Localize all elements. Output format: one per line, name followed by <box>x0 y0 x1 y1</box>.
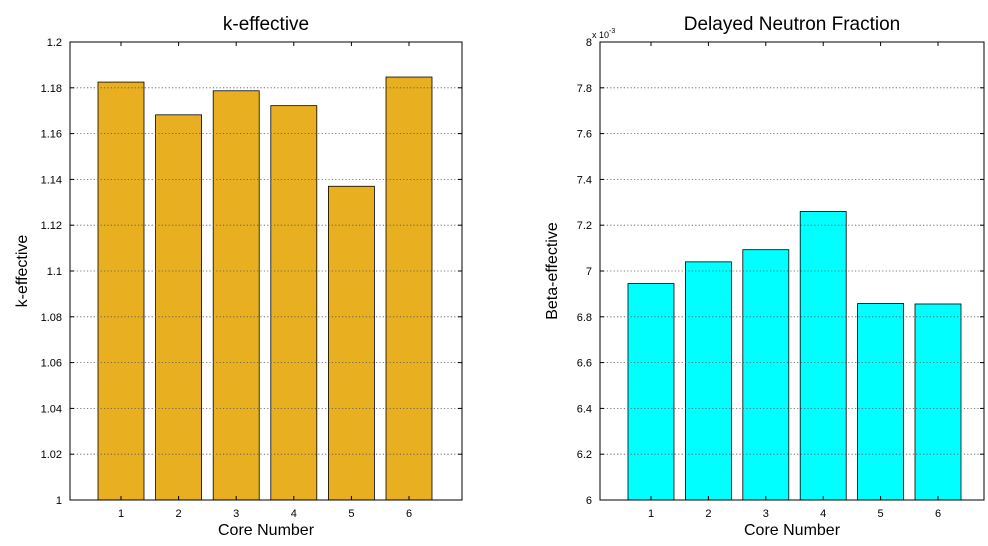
y-tick-label: 6.2 <box>577 449 592 461</box>
bar-core-5 <box>857 303 904 501</box>
x-tick-label: 4 <box>820 508 826 520</box>
y-tick-label: 1 <box>56 495 62 507</box>
y-tick-label: 6.8 <box>577 312 592 324</box>
bar-core-4 <box>270 105 318 501</box>
y-tick-label: 7.6 <box>577 129 592 141</box>
y-tick-label: 1.14 <box>41 174 62 186</box>
x-axis-label: Core Number <box>744 522 841 539</box>
y-tick-label: 1.1 <box>47 266 62 278</box>
x-tick-label: 4 <box>291 508 297 520</box>
x-tick-label: 2 <box>176 508 182 520</box>
y-tick-label: 1.16 <box>41 129 62 141</box>
y-tick-label: 8 <box>586 37 592 49</box>
x-tick-label: 1 <box>118 508 124 520</box>
x-tick-label: 3 <box>763 508 769 520</box>
y-tick-label: 7.2 <box>577 220 592 232</box>
y-axis-label: Beta-effective <box>544 222 561 320</box>
y-tick-label: 1.04 <box>41 403 62 415</box>
axis-exponent-superscript: -3 <box>609 28 615 35</box>
chart-title: Delayed Neutron Fraction <box>684 14 901 35</box>
y-tick-label: 7 <box>586 266 592 278</box>
axes-frame <box>69 41 463 501</box>
chart-panel-2: 6 6.2 6.4 6.6 6.8 7 7.2 7.4 7.6 7.8 8 1 2 3 4 5 6 Delayed… <box>544 14 985 539</box>
chart-panel-1: 1 1.02 1.04 1.06 1.08 1.1 1.12 1.14 1.16 1.18 1.2 1… <box>14 14 463 539</box>
x-tick-label: 5 <box>878 508 884 520</box>
x-tick-label: 6 <box>935 508 941 520</box>
bar-core-1 <box>97 81 145 501</box>
x-tick-label: 3 <box>233 508 239 520</box>
y-tick-label: 1.08 <box>41 312 62 324</box>
bar-core-1 <box>627 283 675 501</box>
x-tick-label: 2 <box>705 508 711 520</box>
bar-core-6 <box>914 303 962 501</box>
y-tick-label: 6.6 <box>577 358 592 370</box>
bar-core-5 <box>327 185 375 501</box>
x-axis-label: Core Number <box>218 522 315 539</box>
bar-core-6 <box>385 76 433 501</box>
y-tick-label: 6.4 <box>577 403 592 415</box>
bar-core-2 <box>685 261 732 501</box>
bar-core-2 <box>155 114 203 501</box>
x-tick-label: 1 <box>648 508 654 520</box>
x-tick-label: 6 <box>406 508 412 520</box>
y-tick-label: 1.18 <box>41 83 62 95</box>
bar-core-3 <box>742 249 790 501</box>
axes-frame <box>599 41 985 501</box>
y-tick-label: 1.02 <box>41 449 62 461</box>
bar-core-3 <box>212 90 260 501</box>
y-tick-label: 7.8 <box>577 83 592 95</box>
x-tick-label: 5 <box>348 508 354 520</box>
bar-core-4 <box>799 211 847 501</box>
y-tick-label: 7.4 <box>577 174 592 186</box>
chart-title: k-effective <box>223 14 309 35</box>
y-tick-label: 6 <box>586 495 592 507</box>
axis-exponent-label: x 10-3 <box>592 28 615 40</box>
y-axis-label: k-effective <box>14 235 31 308</box>
y-tick-label: 1.12 <box>41 220 62 232</box>
y-tick-label: 1.2 <box>47 37 62 49</box>
y-tick-label: 1.06 <box>41 358 62 370</box>
